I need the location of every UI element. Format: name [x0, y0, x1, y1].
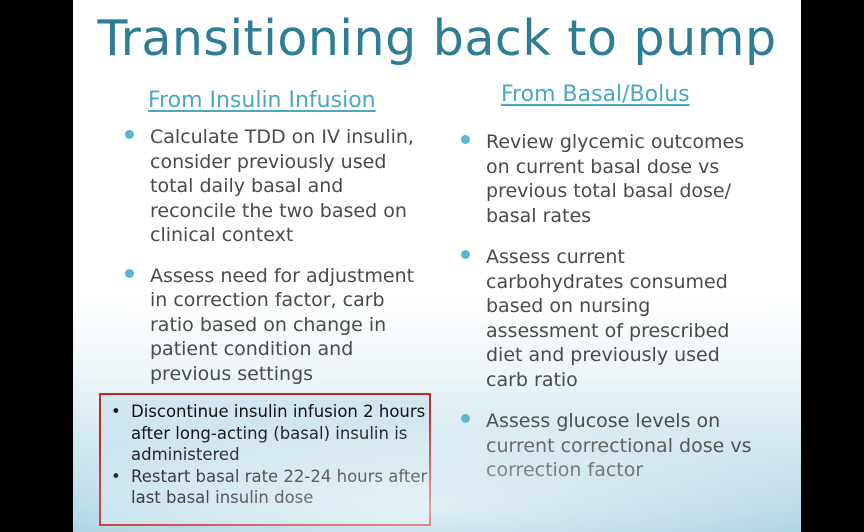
callout-bullet: • [111, 466, 121, 486]
right-bullet-2-text: Assess current carbohydrates consumed ba… [486, 246, 730, 391]
right-bullet-1: Review glycemic outcomes on current basa… [458, 130, 758, 228]
callout-item-2: • Restart basal rate 22-24 hours after la… [109, 466, 429, 509]
callout-box: • Discontinue insulin infusion 2 hours af… [99, 393, 431, 526]
left-bullet-1-text: Calculate TDD on IV insulin, consider pr… [150, 126, 414, 246]
slide: Transitioning back to pump From Insulin … [73, 0, 801, 532]
right-bullet-list: Review glycemic outcomes on current basa… [458, 130, 758, 483]
callout-bullet: • [111, 402, 121, 421]
left-bullet-2: Assess need for adjustment in correction… [122, 264, 422, 387]
bullet-dot-icon [461, 414, 470, 423]
callout-item-1-text: Discontinue insulin infusion 2 hours aft… [131, 402, 426, 464]
bullet-dot-icon [125, 268, 134, 278]
left-column-heading: From Insulin Infusion [148, 88, 376, 113]
right-bullet-3-text: Assess glucose levels on current correct… [486, 410, 752, 481]
right-bullet-3: Assess glucose levels on current correct… [458, 409, 758, 483]
right-bullet-2: Assess current carbohydrates consumed ba… [458, 245, 758, 392]
left-bullet-2-text: Assess need for adjustment in correction… [150, 264, 415, 385]
bullet-dot-icon [461, 135, 470, 144]
callout-list: • Discontinue insulin infusion 2 hours af… [109, 401, 429, 509]
left-bullet-list: Calculate TDD on IV insulin, consider pr… [122, 125, 422, 386]
bullet-dot-icon [125, 130, 134, 139]
callout-item-1: • Discontinue insulin infusion 2 hours af… [109, 401, 429, 466]
callout-item-2-text: Restart basal rate 22-24 hours after las… [131, 466, 428, 508]
left-bullet-1: Calculate TDD on IV insulin, consider pr… [122, 125, 422, 248]
slide-title: Transitioning back to pump [97, 10, 777, 67]
right-column-heading: From Basal/Bolus [501, 82, 690, 107]
bullet-dot-icon [461, 250, 470, 259]
right-bullet-1-text: Review glycemic outcomes on current basa… [486, 131, 745, 227]
